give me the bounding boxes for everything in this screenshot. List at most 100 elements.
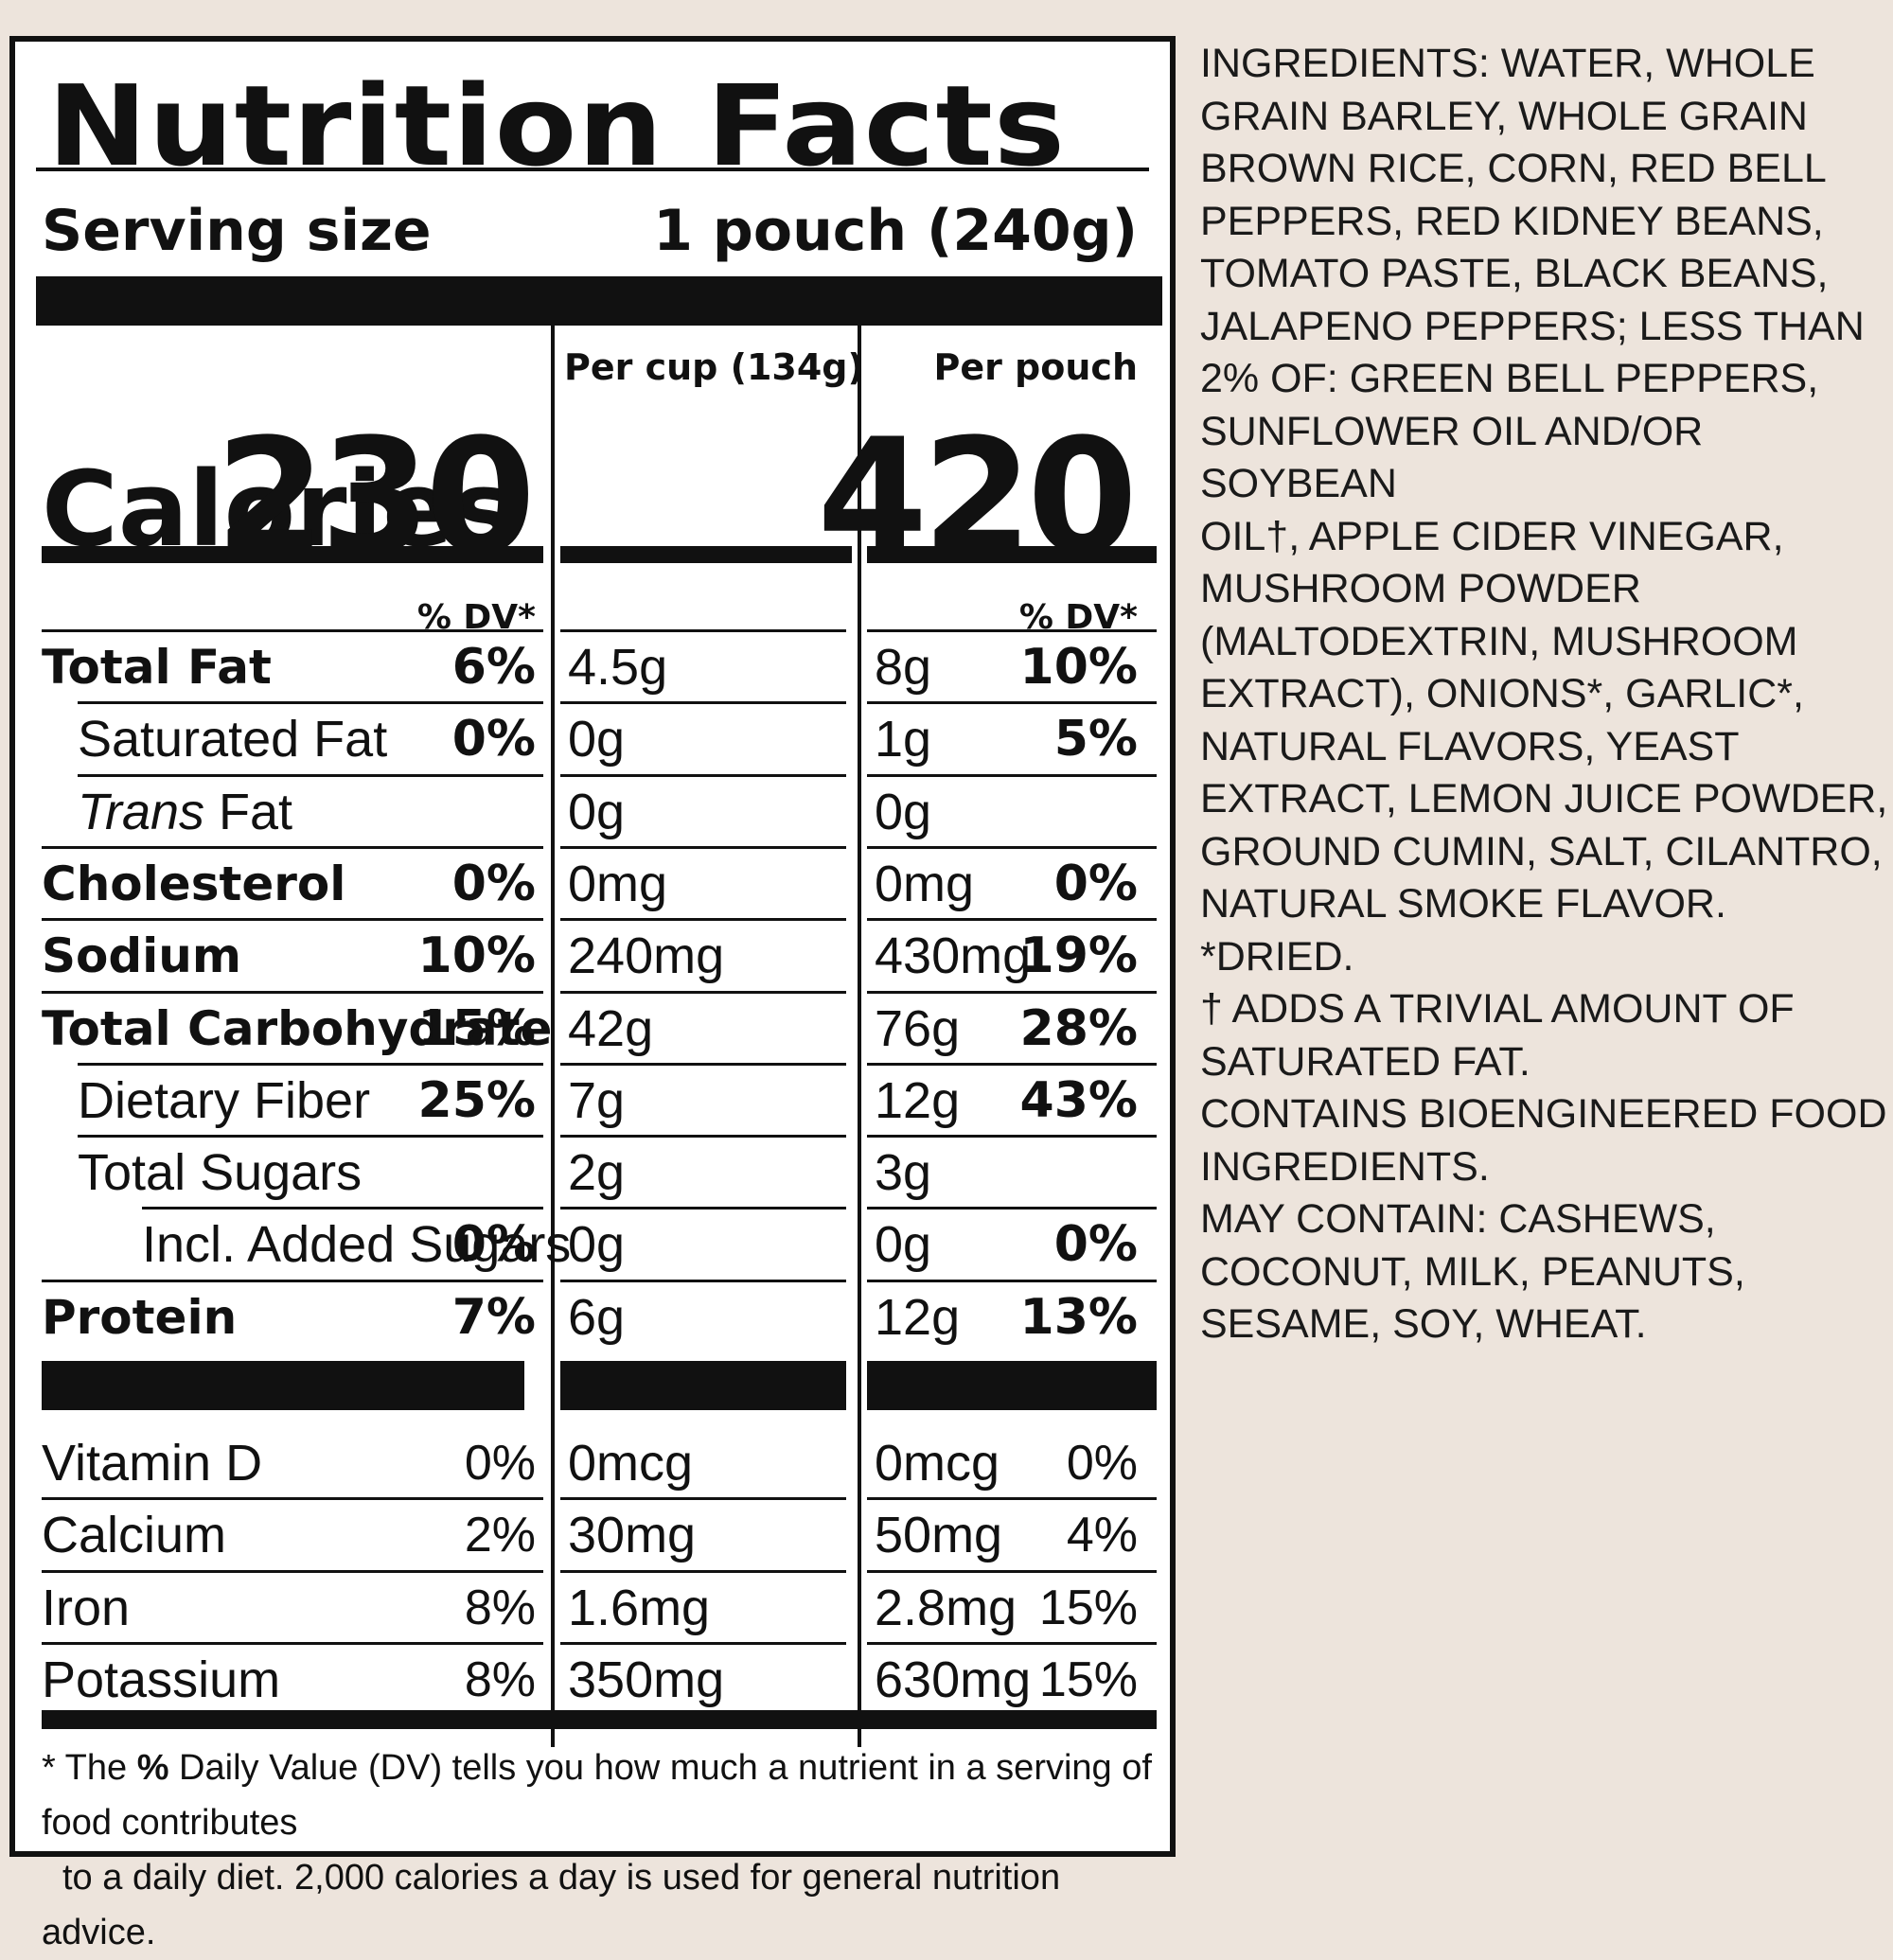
row-rule <box>867 918 1157 922</box>
dv-per-pouch: 0% <box>1053 855 1138 912</box>
row-rule <box>560 1569 846 1573</box>
nutrient-row: Incl. Added Sugars 0g 0% 0g 0% <box>15 1207 1170 1280</box>
nutrient-name-italic: Trans <box>78 783 205 840</box>
row-rule <box>867 701 1157 705</box>
dv-per-cup: 0% <box>451 855 536 912</box>
row-rule <box>560 701 846 705</box>
row-rule <box>78 1062 543 1066</box>
row-rule <box>560 1279 846 1282</box>
dv-per-cup: 6% <box>451 639 536 696</box>
row-rule <box>867 1279 1157 1282</box>
calories-bar-left <box>42 546 543 563</box>
serving-size-label: Serving size <box>42 198 432 264</box>
nutrient-name: Cholesterol <box>42 856 346 911</box>
row-rule <box>560 1641 846 1645</box>
amount-per-pouch: 3g <box>875 1144 932 1202</box>
row-rule <box>560 990 846 994</box>
dv-per-pouch: 43% <box>1019 1071 1138 1129</box>
row-rule <box>560 1207 846 1210</box>
micronutrient-name: Potassium <box>42 1651 281 1708</box>
row-rule <box>42 918 543 922</box>
calories-bar-mid <box>560 546 852 563</box>
amount-per-cup: 0g <box>568 1216 626 1274</box>
row-rule <box>42 1497 543 1501</box>
dv-per-cup: 15% <box>417 999 536 1057</box>
dv-per-pouch: 4% <box>1066 1508 1138 1563</box>
row-rule <box>78 701 543 705</box>
dv-per-pouch: 10% <box>1019 639 1138 696</box>
dv-per-cup: 25% <box>417 1071 536 1129</box>
amount-per-pouch: 430mg <box>875 927 1032 985</box>
row-rule <box>560 918 846 922</box>
row-rule <box>867 845 1157 849</box>
amount-per-cup: 240mg <box>568 927 725 985</box>
amount-per-pouch: 0mcg <box>875 1435 1000 1492</box>
col1-header: Per cup (134g) <box>564 346 864 388</box>
bottom-bar <box>42 1710 1157 1729</box>
amount-per-cup: 30mg <box>568 1507 697 1564</box>
amount-per-cup: 0mcg <box>568 1435 694 1492</box>
row-rule <box>42 990 543 994</box>
amount-per-pouch: 2.8mg <box>875 1579 1017 1636</box>
amount-per-cup: 42g <box>568 999 654 1057</box>
dv-per-cup: 10% <box>417 927 536 985</box>
amount-per-pouch: 0g <box>875 1216 932 1274</box>
footnote: * The % Daily Value (DV) tells you how m… <box>42 1740 1168 1960</box>
nutrition-facts-label: Nutrition Facts Serving size 1 pouch (24… <box>9 36 1176 1952</box>
nutrient-name: Total Carbohydrate <box>42 1000 553 1056</box>
row-rule <box>560 1062 846 1066</box>
nutrient-name: Total Fat <box>42 640 272 695</box>
row-rule <box>42 1279 543 1282</box>
dv-per-cup: 8% <box>464 1580 536 1635</box>
calories-bar-right <box>867 546 1157 563</box>
thick-bar <box>36 276 1162 326</box>
nutrient-row: Protein 6g 7% 12g 13% <box>15 1279 1170 1353</box>
amount-per-cup: 6g <box>568 1288 626 1346</box>
nutrient-name: Sodium <box>42 928 241 984</box>
amount-per-cup: 1.6mg <box>568 1579 711 1636</box>
row-rule <box>560 1497 846 1501</box>
divider-bar-right <box>867 1361 1157 1410</box>
dv-per-pouch: 28% <box>1019 999 1138 1057</box>
dv-per-pouch: 0% <box>1066 1436 1138 1491</box>
footnote-line2: to a daily diet. 2,000 calories a day is… <box>42 1858 1061 1952</box>
dv-per-pouch: 5% <box>1053 711 1138 768</box>
nutrient-row: Total Carbohydrate 42g 15% 76g 28% <box>15 990 1170 1065</box>
nutrient-name: Dietary Fiber <box>78 1071 371 1129</box>
row-rule <box>867 1641 1157 1645</box>
nutrient-row: Trans Fat 0g 0g <box>15 773 1170 848</box>
footnote-line1: Daily Value (DV) tells you how much a nu… <box>42 1748 1152 1843</box>
nutrient-row: Sodium 240mg 10% 430mg 19% <box>15 918 1170 992</box>
amount-per-cup: 0g <box>568 783 626 840</box>
amount-per-cup: 2g <box>568 1144 626 1202</box>
dv-per-cup: 2% <box>464 1508 536 1563</box>
dv-per-cup: 0% <box>451 711 536 768</box>
divider <box>36 168 1149 171</box>
nutrient-row: Dietary Fiber 7g 25% 12g 43% <box>15 1062 1170 1137</box>
row-rule <box>142 1207 543 1210</box>
footnote-percent: % <box>136 1748 169 1788</box>
amount-per-pouch: 0g <box>875 783 932 840</box>
row-rule <box>867 1569 1157 1573</box>
row-rule <box>867 1207 1157 1210</box>
column-divider-1 <box>551 326 555 1747</box>
micronutrient-name: Calcium <box>42 1507 227 1564</box>
micronutrient-row: Iron 1.6mg 8% 2.8mg 15% <box>15 1569 1170 1644</box>
divider-bar-mid <box>560 1361 846 1410</box>
amount-per-pouch: 630mg <box>875 1651 1032 1708</box>
label-title: Nutrition Facts <box>47 61 1067 191</box>
row-rule <box>78 773 543 777</box>
row-rule <box>867 629 1157 632</box>
row-rule <box>867 1135 1157 1139</box>
row-rule <box>42 1641 543 1645</box>
amount-per-cup: 0mg <box>568 855 668 912</box>
amount-per-cup: 4.5g <box>568 639 668 696</box>
amount-per-pouch: 1g <box>875 711 932 768</box>
micronutrient-row: Vitamin D 0mcg 0% 0mcg 0% <box>15 1427 1170 1499</box>
col2-header: Per pouch <box>933 346 1138 388</box>
row-rule <box>78 1135 543 1139</box>
row-rule <box>867 773 1157 777</box>
nutrient-row: Cholesterol 0mg 0% 0mg 0% <box>15 845 1170 920</box>
micronutrient-name: Iron <box>42 1579 131 1636</box>
row-rule <box>867 990 1157 994</box>
